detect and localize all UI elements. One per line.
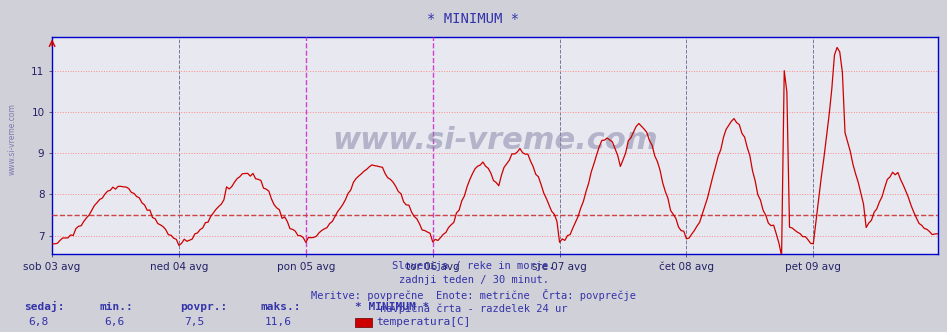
Text: zadnji teden / 30 minut.: zadnji teden / 30 minut. bbox=[399, 275, 548, 285]
Text: 6,6: 6,6 bbox=[104, 317, 124, 327]
Text: www.si-vreme.com: www.si-vreme.com bbox=[8, 104, 17, 175]
Text: * MINIMUM *: * MINIMUM * bbox=[427, 12, 520, 26]
Text: www.si-vreme.com: www.si-vreme.com bbox=[332, 126, 657, 155]
Text: temperatura[C]: temperatura[C] bbox=[376, 317, 471, 327]
Text: sedaj:: sedaj: bbox=[24, 301, 64, 312]
Text: 7,5: 7,5 bbox=[185, 317, 205, 327]
Text: min.:: min.: bbox=[99, 302, 134, 312]
Text: navpična črta - razdelek 24 ur: navpična črta - razdelek 24 ur bbox=[380, 303, 567, 314]
Text: * MINIMUM *: * MINIMUM * bbox=[355, 302, 429, 312]
Text: Meritve: povprečne  Enote: metrične  Črta: povprečje: Meritve: povprečne Enote: metrične Črta:… bbox=[311, 289, 636, 301]
Text: Slovenija / reke in morje.: Slovenija / reke in morje. bbox=[392, 261, 555, 271]
Text: maks.:: maks.: bbox=[260, 302, 301, 312]
Text: 6,8: 6,8 bbox=[28, 317, 48, 327]
Text: 11,6: 11,6 bbox=[265, 317, 293, 327]
Text: povpr.:: povpr.: bbox=[180, 302, 227, 312]
